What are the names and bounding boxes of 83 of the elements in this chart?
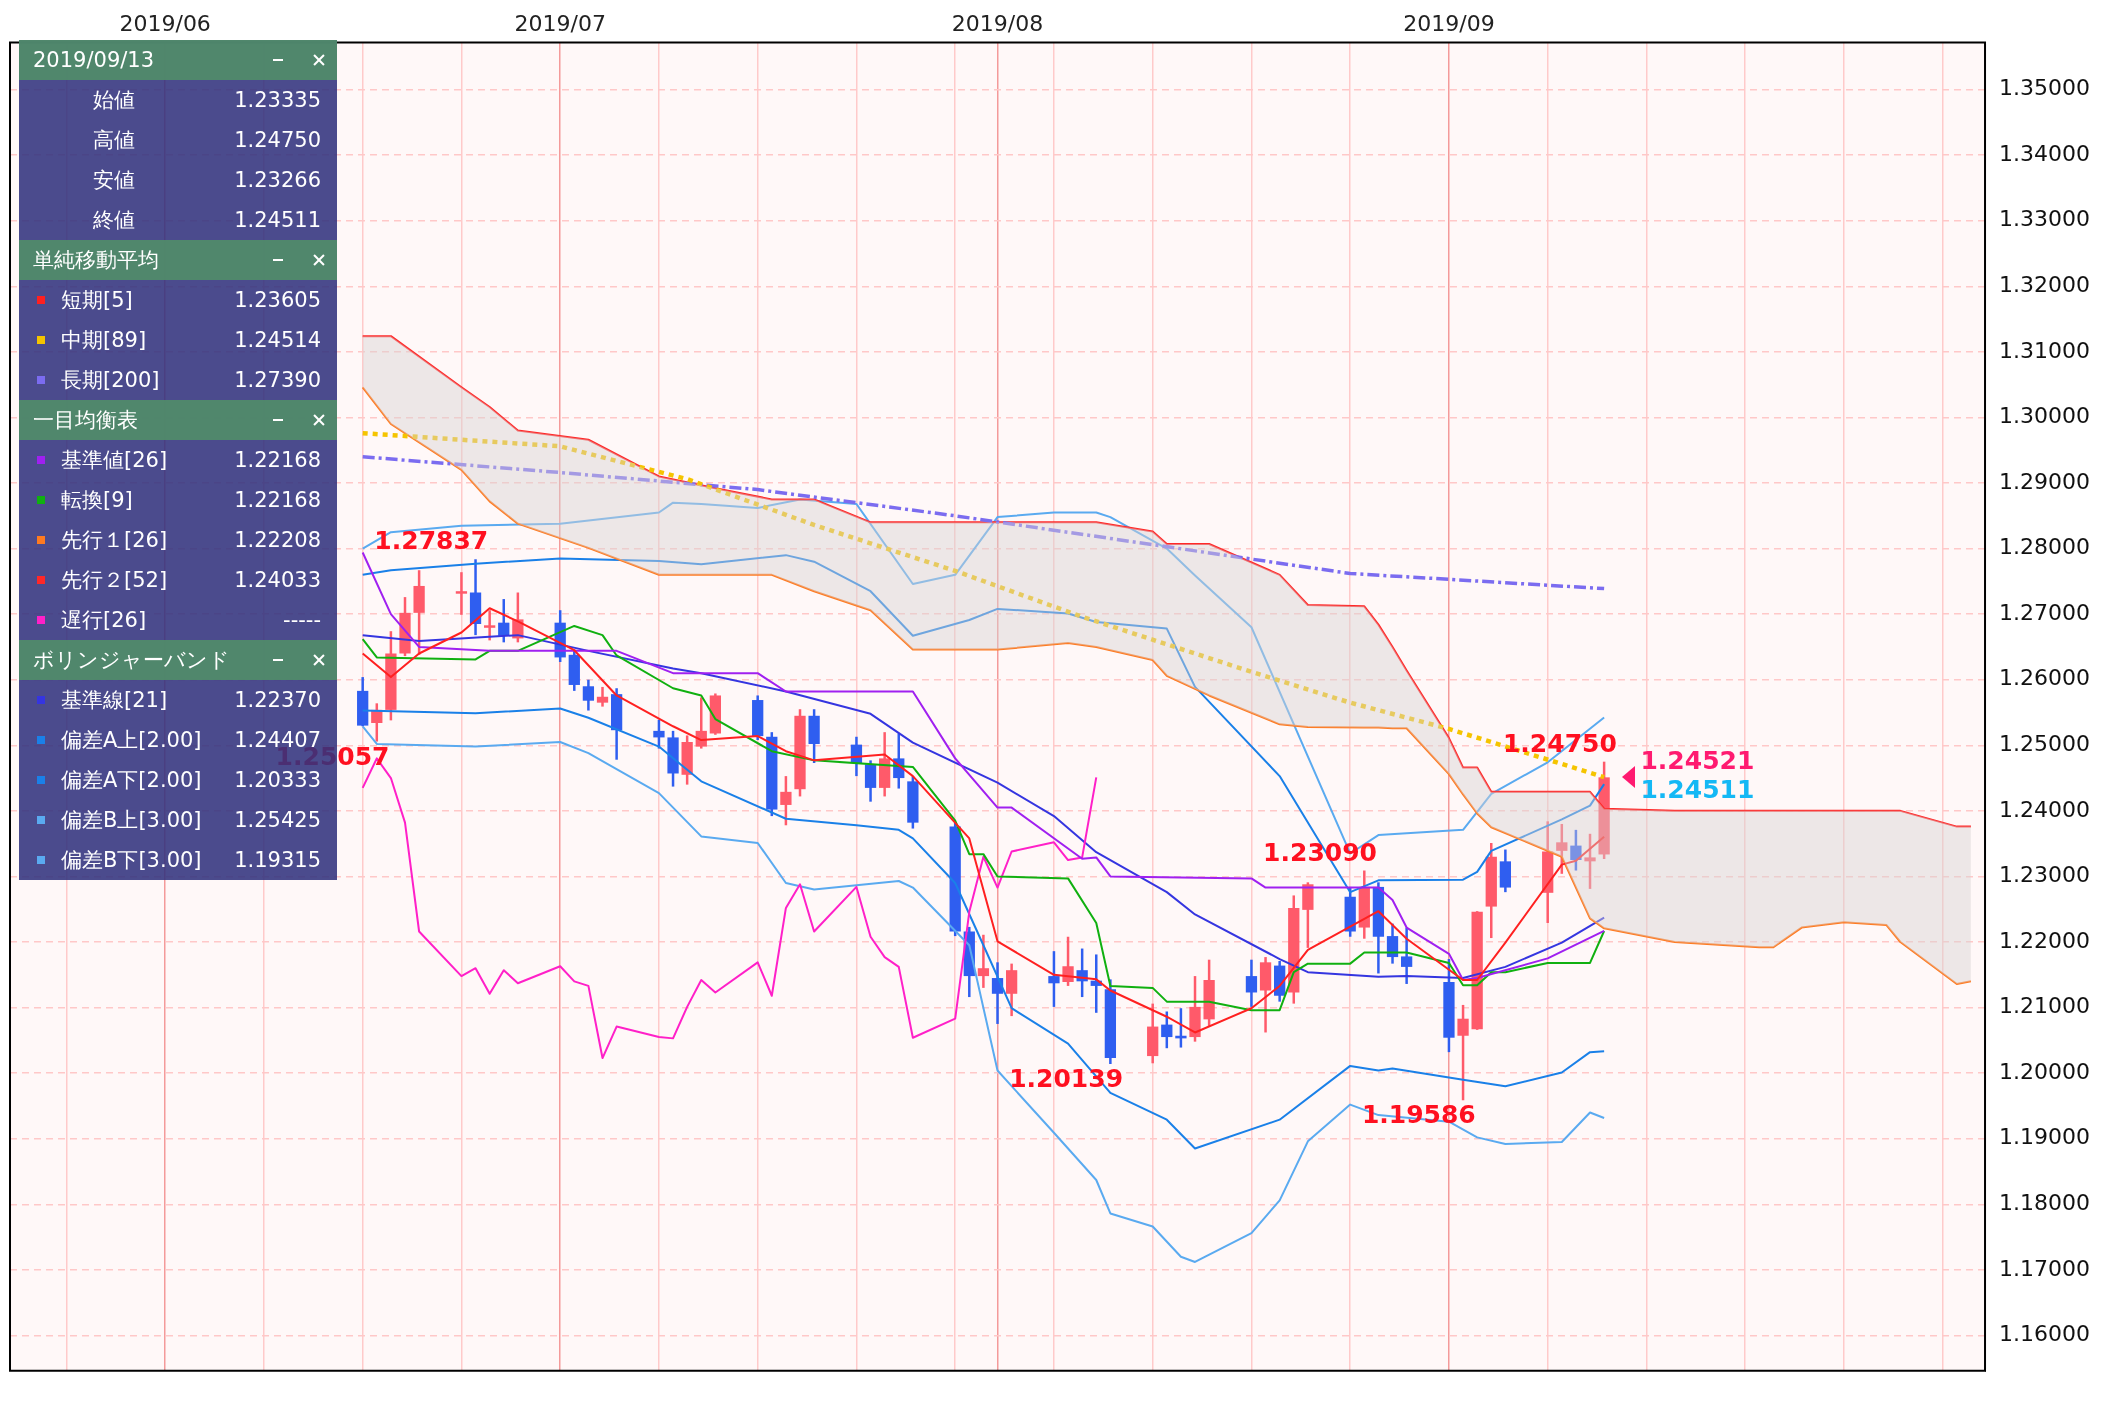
legend-label: 中期[89] <box>61 327 148 354</box>
candlestick <box>864 759 877 803</box>
candlestick <box>1245 958 1258 1009</box>
legend-label: 長期[200] <box>61 367 161 394</box>
candlestick <box>1584 832 1596 891</box>
candlestick <box>484 608 496 642</box>
annotation: 1.24511 <box>1640 775 1755 805</box>
candlestick <box>1570 828 1582 872</box>
annotation: 1.19315 <box>234 848 321 872</box>
y-tick-label: 1.34000 <box>1999 140 2091 166</box>
annotation: 1.27837 <box>374 526 489 556</box>
annotation: 終値 <box>92 207 136 234</box>
legend-label: 遅行[26] <box>61 607 148 634</box>
legend-label: 偏差B上[3.00] <box>61 807 203 834</box>
y-tick-label: 1.25000 <box>1999 731 2091 756</box>
y-tick-label: 1.17000 <box>1999 1255 2091 1281</box>
y-tick-label: 1.20000 <box>1999 1058 2091 1084</box>
annotation: 一目均衡表 <box>33 407 139 434</box>
y-tick-label: 1.24000 <box>1999 796 2091 822</box>
legend-label: 先行２[52] <box>61 567 169 594</box>
legend-label: 短期[5] <box>61 287 134 314</box>
x-tick-label: 2019/07 <box>514 10 606 36</box>
candlestick <box>1048 949 1060 1009</box>
y-tick-label: 1.18000 <box>1999 1189 2091 1215</box>
y-tick-label: 1.21000 <box>1999 993 2091 1019</box>
candlestick <box>1457 1003 1469 1102</box>
annotation: 1.22168 <box>234 448 321 472</box>
annotation: 1.23335 <box>234 88 321 112</box>
y-tick-label: 1.33000 <box>1999 206 2091 232</box>
annotation: 1.24407 <box>234 728 321 752</box>
annotation: 始値 <box>92 87 136 114</box>
annotation: 1.27390 <box>234 368 321 392</box>
y-tick-label: 1.30000 <box>1999 403 2091 429</box>
candlestick <box>653 718 665 750</box>
annotation: 1.24511 <box>234 208 321 232</box>
annotation: 1.22208 <box>234 528 321 552</box>
y-tick-label: 1.29000 <box>1999 468 2091 494</box>
annotation: 1.24521 <box>1640 745 1755 775</box>
annotation: 1.24750 <box>234 128 321 152</box>
candlestick <box>1005 962 1018 1018</box>
annotation: 1.24033 <box>234 568 321 592</box>
annotation: 1.23605 <box>234 288 321 312</box>
x-tick-label: 2019/09 <box>1403 10 1495 36</box>
y-tick-label: 1.31000 <box>1999 337 2091 363</box>
annotation: 高値 <box>92 127 136 154</box>
candlestick <box>596 685 609 708</box>
legend-label: 偏差A下[2.00] <box>61 767 203 794</box>
x-tick-label: 2019/08 <box>951 10 1044 36</box>
candlestick <box>977 933 990 990</box>
y-tick-label: 1.28000 <box>1999 534 2091 560</box>
y-tick-label: 1.35000 <box>1999 75 2091 101</box>
candlestick <box>455 570 468 617</box>
legend-label: 偏差B下[3.00] <box>61 847 203 874</box>
candlestick <box>780 774 792 827</box>
y-tick-label: 1.16000 <box>1999 1321 2091 1347</box>
candlestick <box>1556 822 1568 876</box>
annotation: ボリンジャーバンド <box>33 647 231 674</box>
y-tick-label: 1.32000 <box>1999 272 2091 298</box>
legend-label: 基準値[26] <box>61 447 169 474</box>
candlestick <box>1062 935 1074 988</box>
annotation: 安値 <box>92 167 136 194</box>
annotation: 1.20333 <box>234 768 321 792</box>
annotation: 単純移動平均 <box>33 247 160 274</box>
annotation: 1.23266 <box>234 168 321 192</box>
annotation: 1.25425 <box>234 808 321 832</box>
annotation: 2019/09/13 <box>33 48 156 72</box>
annotation: 1.24514 <box>234 328 321 352</box>
annotation: ----- <box>283 608 321 632</box>
annotation: 1.22168 <box>234 488 321 512</box>
candlestick <box>582 678 595 712</box>
legend-label: 基準線[21] <box>61 687 169 714</box>
y-tick-label: 1.22000 <box>1999 927 2091 953</box>
y-tick-label: 1.19000 <box>1999 1124 2091 1150</box>
y-tick-label: 1.26000 <box>1999 665 2091 691</box>
candlestick <box>1161 1010 1173 1050</box>
y-tick-label: 1.27000 <box>1999 599 2091 625</box>
legend-label: 先行１[26] <box>61 527 169 554</box>
annotation: 1.22370 <box>234 688 321 712</box>
x-tick-label: 2019/06 <box>119 10 211 36</box>
line-series <box>360 455 1606 591</box>
y-tick-label: 1.23000 <box>1999 862 2091 888</box>
legend-label: 偏差A上[2.00] <box>61 727 203 754</box>
legend-label: 転換[9] <box>61 487 134 514</box>
